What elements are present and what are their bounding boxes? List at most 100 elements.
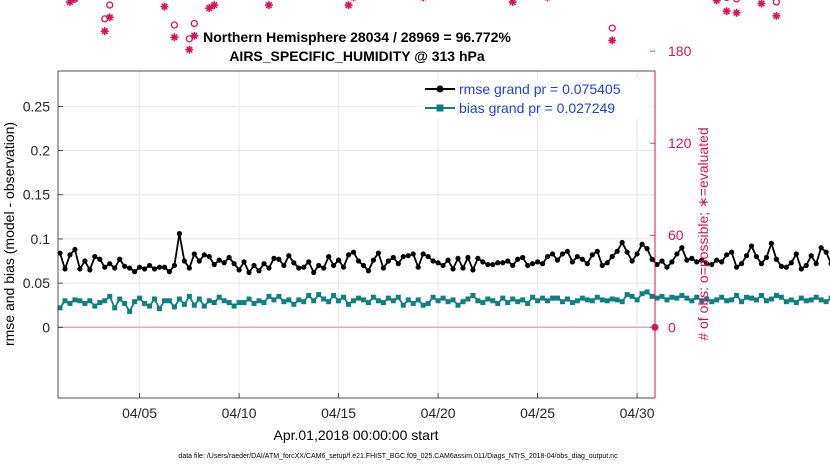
x-tick-label: 04/30 [620,405,655,421]
rmse-point [326,253,332,260]
bias-point [505,300,511,306]
rmse-point [146,262,153,269]
bias-point [370,294,376,300]
bias-point [331,292,337,298]
rmse-point [405,253,411,259]
rmse-point [743,253,750,259]
bias-point [291,301,297,307]
rmse-point [112,265,118,271]
bias-point [281,299,287,305]
bias-point [251,300,257,306]
bias-point [584,297,590,303]
rmse-point [316,262,322,269]
bias-point [579,295,585,301]
rmse-point [589,252,595,258]
bias-point [808,297,814,303]
rmse-point [156,264,163,270]
rmse-point [768,240,775,246]
bias-point [117,296,123,302]
bias-point [500,295,506,301]
legend-box [420,79,650,119]
rmse-point [684,257,690,263]
bias-point [515,299,521,305]
rmse-point [355,258,362,264]
bias-point [360,297,366,303]
bias-point [614,297,620,303]
series-layer [57,0,830,331]
bias-point [520,297,526,303]
rmse-point [714,257,720,263]
bias-point [400,302,406,308]
bias-point [589,298,595,304]
bias-point [440,295,446,301]
left-tick-label: 0 [42,319,50,335]
bias-point [679,292,685,298]
bias-point [102,298,108,304]
left-tick-label: 0.2 [31,143,51,159]
bias-point [286,297,292,303]
rmse-point [380,265,386,271]
rmse-point [445,257,451,263]
rmse-point [127,265,133,271]
legend-rmse-label: rmse grand pr = 0.075405 [459,81,621,97]
rmse-point [579,256,585,262]
right-tick-label: 120 [668,135,692,151]
rmse-point [669,259,675,265]
x-tick-label: 04/20 [421,405,456,421]
rmse-point [773,256,779,262]
bias-point [753,297,759,303]
evaluated-obs-point [712,0,721,5]
bias-point [465,296,471,302]
bias-point [166,298,172,304]
rmse-point [554,257,561,263]
bias-point [57,305,63,311]
bias-point [460,299,466,305]
bias-point [445,299,451,305]
bias-point [694,294,700,300]
bias-point [550,295,556,301]
rmse-point [649,256,655,262]
evaluated-obs-point [170,33,179,42]
bias-point [430,294,436,300]
title-line-1: Northern Hemisphere 28034 / 28969 = 96.7… [203,29,511,45]
bias-point [619,299,625,305]
rmse-point [594,248,600,254]
bias-point [634,297,640,303]
bias-point [788,297,794,303]
bias-point [425,300,431,306]
evaluated-obs-point [160,2,169,11]
rmse-point [709,261,715,268]
bias-point [545,298,551,304]
possible-obs-point [190,19,198,28]
rmse-point [634,251,640,257]
rmse-point [231,261,237,267]
rmse-point [704,261,710,267]
bias-point [266,293,272,299]
rmse-point [599,262,605,269]
bias-point [122,300,128,306]
rmse-point [161,264,168,270]
bias-point [127,308,133,314]
rmse-point [107,261,113,267]
evaluated-obs-point [544,0,551,2]
bias-point [684,295,690,301]
rmse-point [132,269,138,275]
rmse-point [584,261,590,267]
rmse-point [286,253,292,259]
rmse-point [569,259,576,265]
bias-point [714,297,720,303]
evaluated-obs-point [420,0,427,2]
rmse-point [370,257,377,263]
bias-point [231,303,237,309]
bias-point [395,294,401,300]
bias-point [420,302,426,308]
rmse-point [798,266,804,272]
bias-point [699,298,705,304]
legend-rmse-marker [436,85,444,93]
bias-point [171,304,177,310]
bias-point [530,294,536,300]
rmse-point [808,253,814,259]
rmse-point [256,268,262,274]
bias-point [450,297,456,303]
rmse-point [281,262,287,269]
